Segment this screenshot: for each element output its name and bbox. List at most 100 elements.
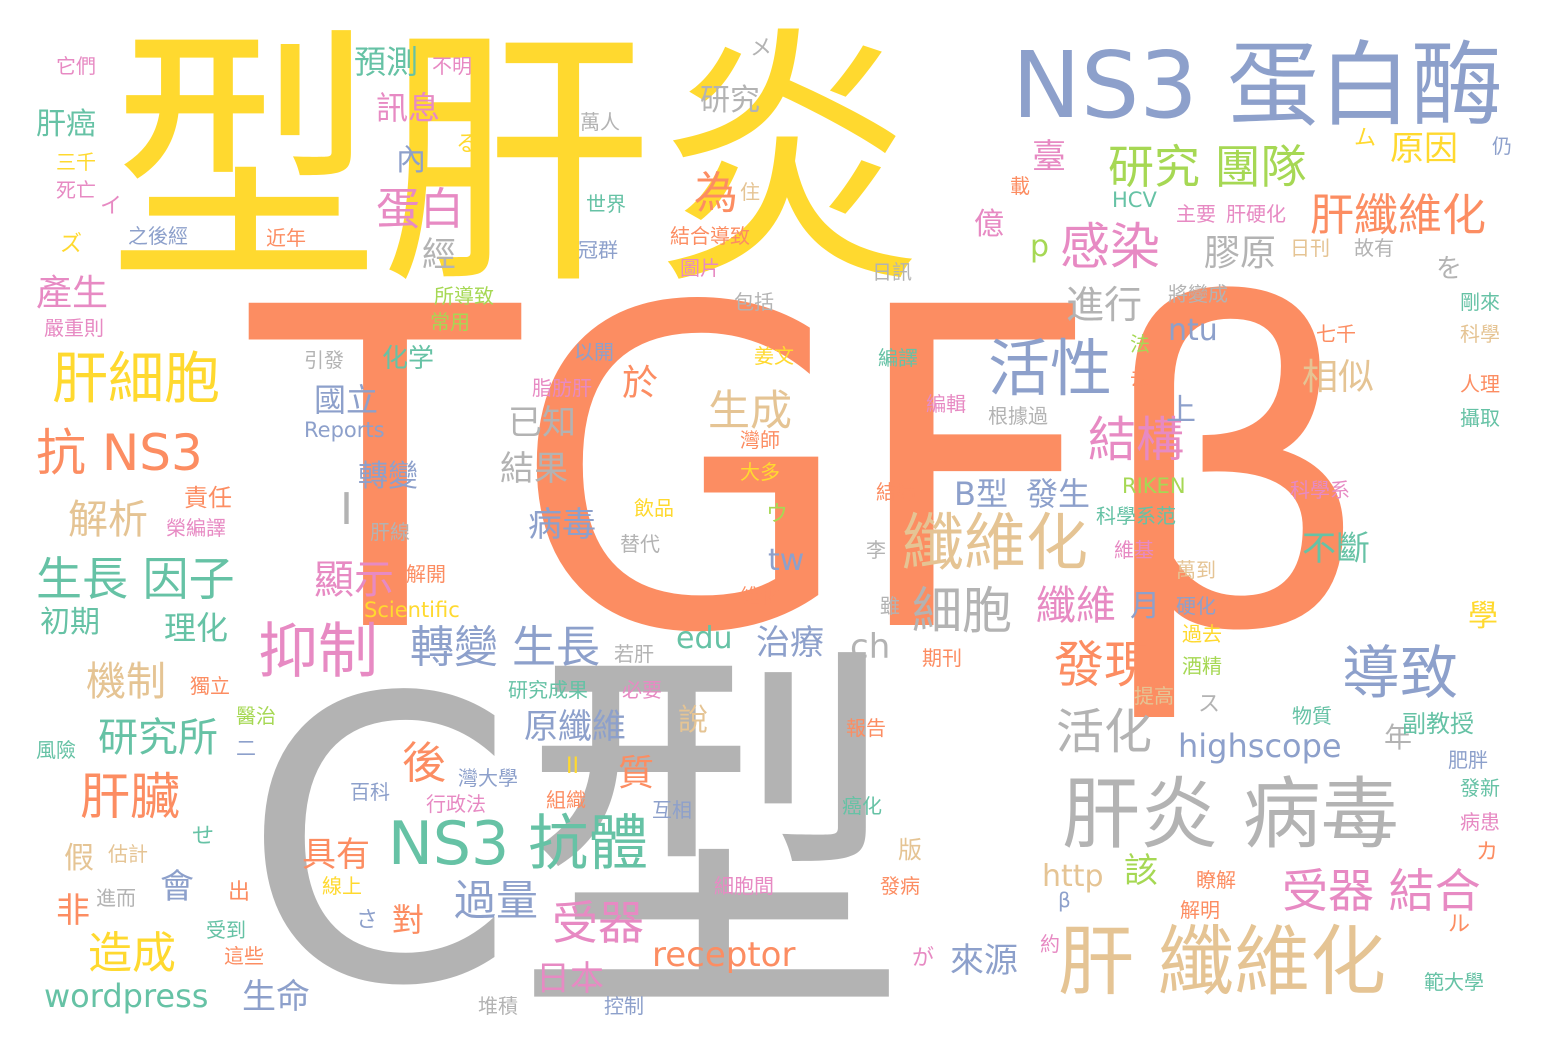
- word-substance: 物質: [1292, 704, 1332, 728]
- word-hundred-million: 億: [974, 207, 1004, 242]
- word-will: 會: [160, 867, 194, 907]
- word-drinks: 飲品: [634, 496, 674, 520]
- word-caused-by: 所導致: [434, 284, 494, 308]
- word-science: 科學: [1460, 322, 1500, 346]
- word-improve: 提高: [1134, 684, 1174, 708]
- word-nikkan: 日刊: [1290, 236, 1330, 260]
- word-quality: 質: [618, 753, 655, 794]
- word-zu: ズ: [60, 232, 83, 257]
- word-u-kana: ウ: [766, 502, 789, 527]
- word-analysis: 解析: [68, 497, 148, 543]
- word-wo: を: [1436, 254, 1463, 284]
- word-growth-factor: 生長 因子: [36, 552, 235, 606]
- word-tissue: 組織: [546, 788, 586, 812]
- word-sa: さ: [356, 908, 379, 933]
- word-replace: 替代: [620, 532, 660, 556]
- word-result: 結果: [500, 449, 568, 489]
- word-according-to: 根據過: [988, 404, 1048, 428]
- word-jiang-wen: 姜文: [754, 344, 794, 368]
- word-produce: 產生: [36, 273, 109, 314]
- word-collagen: 膠原: [1204, 233, 1277, 274]
- word-se: せ: [192, 824, 215, 849]
- word-normal-univ: 範大學: [1424, 970, 1484, 994]
- word-have: 具有: [302, 835, 370, 875]
- word-tw: tw: [768, 543, 805, 578]
- word-online: 線上: [322, 874, 362, 898]
- word-unknown: 不明: [432, 54, 472, 78]
- word-intercellular: 細胞間: [714, 874, 774, 898]
- word-fibrosis: 纖維化: [902, 506, 1089, 579]
- word-receptor-en: receptor: [652, 935, 796, 975]
- word-about: 約: [1040, 932, 1060, 956]
- word-go: 去: [1130, 366, 1150, 390]
- word-transform: 轉變: [358, 459, 418, 494]
- word-up: 上: [1166, 393, 1196, 428]
- word-control: 控制: [604, 994, 644, 1018]
- word-similar: 相似: [1302, 357, 1375, 398]
- word-liver-line: 肝線: [370, 520, 410, 544]
- word-mostly: 大多: [740, 460, 780, 484]
- word-hcv: HCV: [1112, 188, 1157, 212]
- word-false: 假: [64, 841, 94, 876]
- word-main: 主要: [1176, 202, 1216, 226]
- word-cure: 醫治: [236, 704, 276, 728]
- word-ch: ch: [850, 627, 891, 667]
- word-proceed: 進行: [1066, 283, 1143, 327]
- word-known: 已知: [508, 403, 576, 443]
- word-mutual: 互相: [652, 798, 692, 822]
- word-death: 死亡: [56, 178, 96, 202]
- word-discover: 發現: [1054, 636, 1154, 694]
- word-anti-ns3: 抗 NS3: [36, 424, 203, 482]
- word-law: 法: [1130, 332, 1150, 356]
- word-study: 學: [1468, 599, 1498, 634]
- word-li: 李: [866, 538, 886, 562]
- word-therefore-has: 故有: [1354, 236, 1394, 260]
- word-trigger: 引發: [304, 348, 344, 372]
- word-furthermore: 進而: [96, 886, 136, 910]
- word-structure: 結構: [1088, 412, 1185, 468]
- word-reports: Reports: [304, 418, 385, 442]
- word-type-b: B型: [954, 475, 1008, 513]
- word-edit-translate: 編譯: [878, 346, 918, 370]
- word-mu: ム: [1354, 126, 1377, 151]
- word-infection: 感染: [1060, 218, 1160, 276]
- word-roman-two: II: [566, 754, 579, 779]
- word-world: 世界: [586, 192, 626, 216]
- word-month: 月: [1130, 589, 1160, 624]
- word-inside: 內: [396, 143, 426, 178]
- word-person-reason: 人理: [1460, 372, 1500, 396]
- word-bay-university: 灣大學: [458, 766, 518, 790]
- word-just-came: 剛來: [1460, 290, 1500, 314]
- word-virus: 病毒: [528, 505, 596, 545]
- word-cause: 造成: [88, 928, 176, 979]
- word-intake: 攝取: [1460, 406, 1500, 430]
- word-this: 該: [1124, 851, 1158, 891]
- word-scientific: Scientific: [364, 598, 460, 622]
- word-unlock: 解開: [406, 562, 446, 586]
- word-institute: 研究所: [98, 715, 218, 761]
- word-research: 研究: [700, 83, 760, 118]
- word-edition: 版: [898, 836, 922, 864]
- word-encyclopedia: 百科: [350, 780, 390, 804]
- word-estimate: 估計: [108, 842, 148, 866]
- word-necessary: 必要: [622, 678, 662, 702]
- word-liver-cancer: 肝癌: [36, 107, 96, 142]
- word-severe: 嚴重則: [44, 316, 104, 340]
- word-binding-cause: 結合導致: [670, 224, 750, 248]
- word-ka: カ: [1476, 840, 1499, 865]
- word-show: 顯示: [314, 557, 394, 603]
- word-canceration: 癌化: [842, 794, 882, 818]
- word-ntu: ntu: [1168, 313, 1218, 348]
- word-liver: 肝臟: [80, 768, 180, 826]
- word-two: 二: [236, 736, 256, 760]
- word-to: 對: [392, 901, 425, 939]
- word-science-dept-fan: 科學系范: [1096, 504, 1176, 528]
- word-beta: β: [1058, 888, 1071, 912]
- word-p: p: [1030, 229, 1050, 264]
- word-ru-2: ル: [1448, 912, 1471, 937]
- word-after: 後: [402, 738, 446, 789]
- word-wordpress: wordpress: [44, 977, 209, 1015]
- word-image: 圖片: [680, 256, 720, 280]
- word-risk: 風險: [36, 738, 76, 762]
